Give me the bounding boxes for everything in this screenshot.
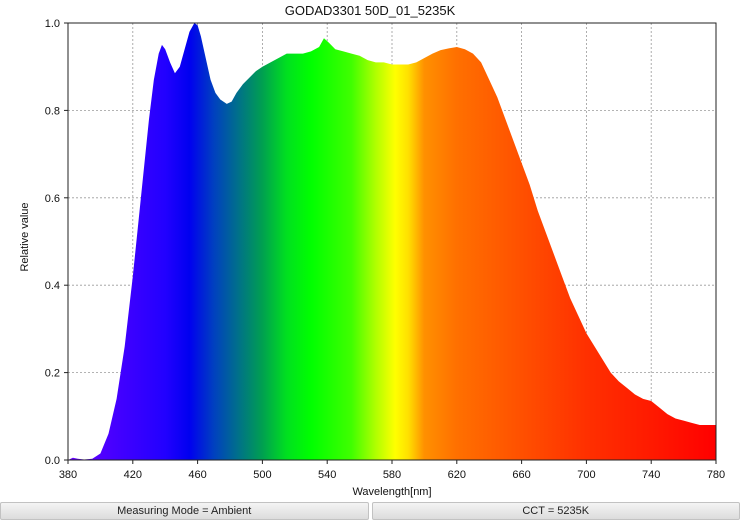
measuring-mode-status: Measuring Mode = Ambient	[0, 502, 369, 520]
spectrum-area	[68, 23, 716, 460]
chart-title: GODAD3301 50D_01_5235K	[285, 3, 456, 18]
y-tick-label: 1.0	[45, 18, 60, 30]
spectrum-chart: GODAD3301 50D_01_5235K 380 420 460 500 540 58…	[19, 3, 725, 498]
x-tick-label: 380	[59, 469, 77, 481]
x-tick-label: 500	[253, 469, 271, 481]
axis-ticks: 380 420 460 500 540 580 620 660 700 740 780 0.0 0.2 0…	[45, 18, 725, 481]
y-tick-label: 0.4	[45, 280, 60, 292]
x-tick-label: 780	[707, 469, 725, 481]
x-tick-label: 620	[448, 469, 466, 481]
status-bar: Measuring Mode = Ambient CCT = 5235K	[0, 501, 740, 521]
x-tick-label: 580	[383, 469, 401, 481]
x-tick-label: 700	[577, 469, 595, 481]
y-tick-label: 0.6	[45, 193, 60, 205]
y-axis-label: Relative value	[19, 202, 31, 271]
x-tick-label: 660	[512, 469, 530, 481]
y-tick-label: 0.2	[45, 368, 60, 380]
x-tick-label: 420	[124, 469, 142, 481]
x-axis-label: Wavelength[nm]	[352, 486, 431, 498]
x-tick-label: 460	[188, 469, 206, 481]
x-tick-label: 740	[642, 469, 660, 481]
y-tick-label: 0.0	[45, 455, 60, 467]
x-tick-label: 540	[318, 469, 336, 481]
y-tick-label: 0.8	[45, 105, 60, 117]
cct-status: CCT = 5235K	[371, 502, 740, 520]
